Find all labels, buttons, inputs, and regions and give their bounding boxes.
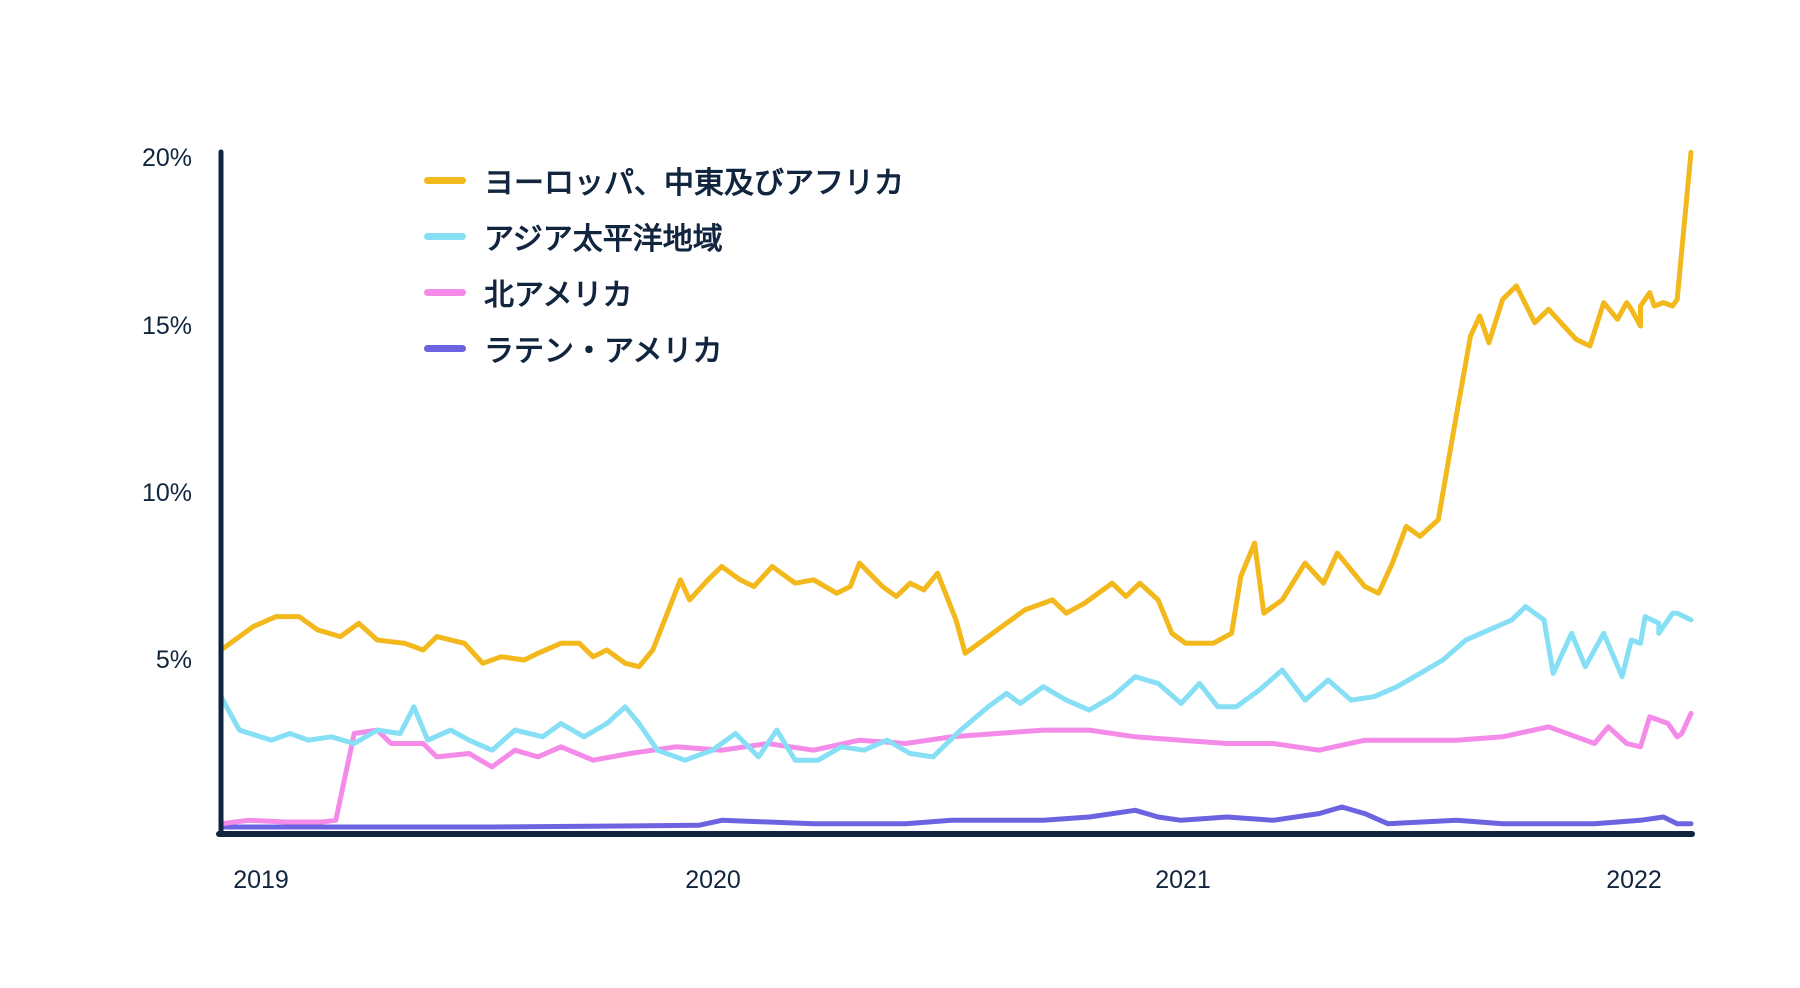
legend: ヨーロッパ、中東及びアフリカ アジア太平洋地域 北アメリカ ラテン・アメリカ — [424, 152, 904, 376]
y-tick-15: 15% — [141, 312, 192, 340]
legend-item-apac: アジア太平洋地域 — [424, 208, 904, 264]
x-tick-2019: 2019 — [233, 866, 289, 894]
legend-swatch-icon — [424, 232, 466, 240]
x-tick-2021: 2021 — [1155, 866, 1211, 894]
series-line — [218, 804, 1694, 830]
legend-item-north-america: 北アメリカ — [424, 264, 904, 320]
series-lines — [218, 149, 1694, 830]
legend-label: ラテン・アメリカ — [484, 334, 723, 369]
y-tick-10: 10% — [141, 479, 192, 507]
x-tick-2020: 2020 — [685, 866, 741, 894]
legend-label: ヨーロッパ、中東及びアフリカ — [484, 166, 904, 201]
legend-item-latin-america: ラテン・アメリカ — [424, 320, 904, 376]
legend-swatch-icon — [424, 344, 466, 352]
series-line — [218, 710, 1694, 827]
legend-label: アジア太平洋地域 — [484, 222, 723, 257]
legend-label: 北アメリカ — [484, 278, 633, 313]
y-tick-5: 5% — [155, 646, 192, 674]
series-line — [218, 604, 1694, 763]
legend-swatch-icon — [424, 288, 466, 296]
legend-item-emea: ヨーロッパ、中東及びアフリカ — [424, 152, 904, 208]
x-tick-2022: 2022 — [1606, 866, 1662, 894]
legend-swatch-icon — [424, 176, 466, 184]
y-tick-20: 20% — [141, 144, 192, 172]
series-line — [218, 149, 1694, 670]
